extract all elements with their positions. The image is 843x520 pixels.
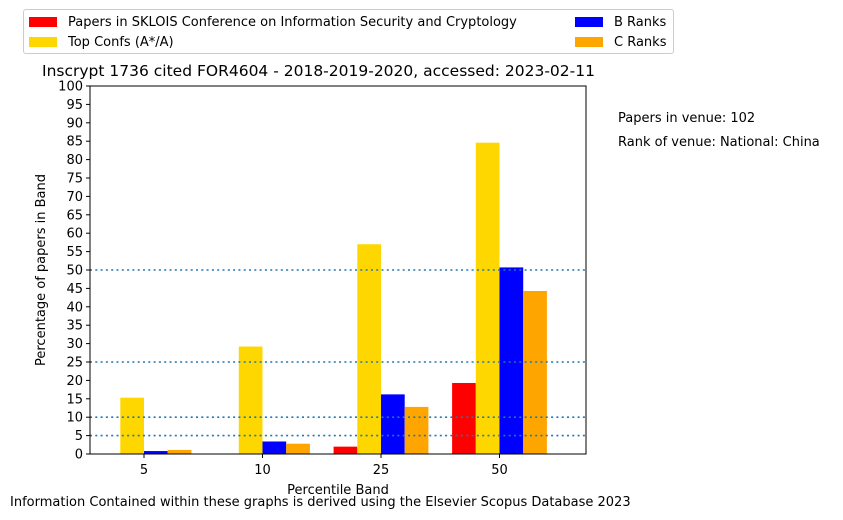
legend-label-b: B Ranks [614,15,667,30]
legend-swatch-top [29,37,57,47]
y-tick-label-20: 20 [66,374,83,389]
bar-5-series-4 [167,449,192,454]
y-axis: 0 5 10 15 20 25 30 35 40 45 50 55 60 65 70 75 80 85 90 95 10… [58,80,90,463]
x-axis: 5 10 25 50 [140,454,508,478]
x-axis-label: Percentile Band [287,483,389,498]
venue-rank-note: Rank of venue: National: China [618,135,820,150]
y-axis-label: Percentage of papers in Band [34,174,49,366]
bar-10-series-4 [286,443,310,454]
bar-25-series-1 [333,446,358,454]
y-tick-label-75: 75 [66,172,83,187]
y-tick-label-25: 25 [66,356,83,371]
y-tick-label-10: 10 [66,411,83,426]
bars-group [120,142,547,455]
x-tick-label-25: 25 [373,463,390,478]
y-tick-label-95: 95 [66,98,83,113]
chart-title: Inscrypt 1736 cited FOR4604 - 2018-2019-… [42,62,595,80]
legend-swatch-c [575,37,603,47]
source-footer: Information Contained within these graph… [10,495,631,510]
legend-label-venue: Papers in SKLOIS Conference on Informati… [68,15,517,30]
y-tick-label-30: 30 [66,337,83,352]
bar-10-series-3 [262,441,287,454]
legend-item-c: C Ranks [575,35,666,51]
y-tick-label-90: 90 [66,116,83,131]
bar-50-series-4 [523,290,547,454]
y-tick-label-100: 100 [58,80,83,95]
x-tick-label-5: 5 [140,463,148,478]
legend-label-top: Top Confs (A*/A) [68,35,174,50]
y-tick-label-65: 65 [66,208,83,223]
x-tick-label-50: 50 [491,463,508,478]
y-tick-label-5: 5 [75,429,83,444]
legend-item-top: Top Confs (A*/A) [29,35,174,51]
bar-50-series-2 [475,142,500,455]
legend-item-b: B Ranks [575,15,666,31]
legend: Papers in SKLOIS Conference on Informati… [23,9,674,54]
bar-25-series-3 [381,394,405,454]
y-tick-label-70: 70 [66,190,83,205]
y-tick-label-80: 80 [66,153,83,168]
bar-50-series-3 [499,267,524,454]
bar-50-series-1 [452,382,476,454]
legend-item-venue: Papers in SKLOIS Conference on Informati… [29,15,517,31]
papers-in-venue-note: Papers in venue: 102 [618,111,756,126]
y-tick-label-40: 40 [66,300,83,315]
bar-10-series-2 [238,346,263,454]
bar-25-series-2 [357,244,381,454]
y-tick-label-50: 50 [66,264,83,279]
legend-swatch-b [575,17,603,27]
y-tick-label-55: 55 [66,245,83,260]
y-tick-label-15: 15 [66,392,83,407]
legend-swatch-venue [29,17,57,27]
legend-label-c: C Ranks [614,35,667,50]
x-tick-label-10: 10 [254,463,271,478]
y-tick-label-45: 45 [66,282,83,297]
y-tick-label-60: 60 [66,227,83,242]
y-tick-label-0: 0 [75,448,83,463]
y-tick-label-35: 35 [66,319,83,334]
bar-5-series-2 [120,397,144,454]
bar-5-series-3 [144,451,168,454]
bar-25-series-4 [404,406,429,454]
y-tick-label-85: 85 [66,135,83,150]
